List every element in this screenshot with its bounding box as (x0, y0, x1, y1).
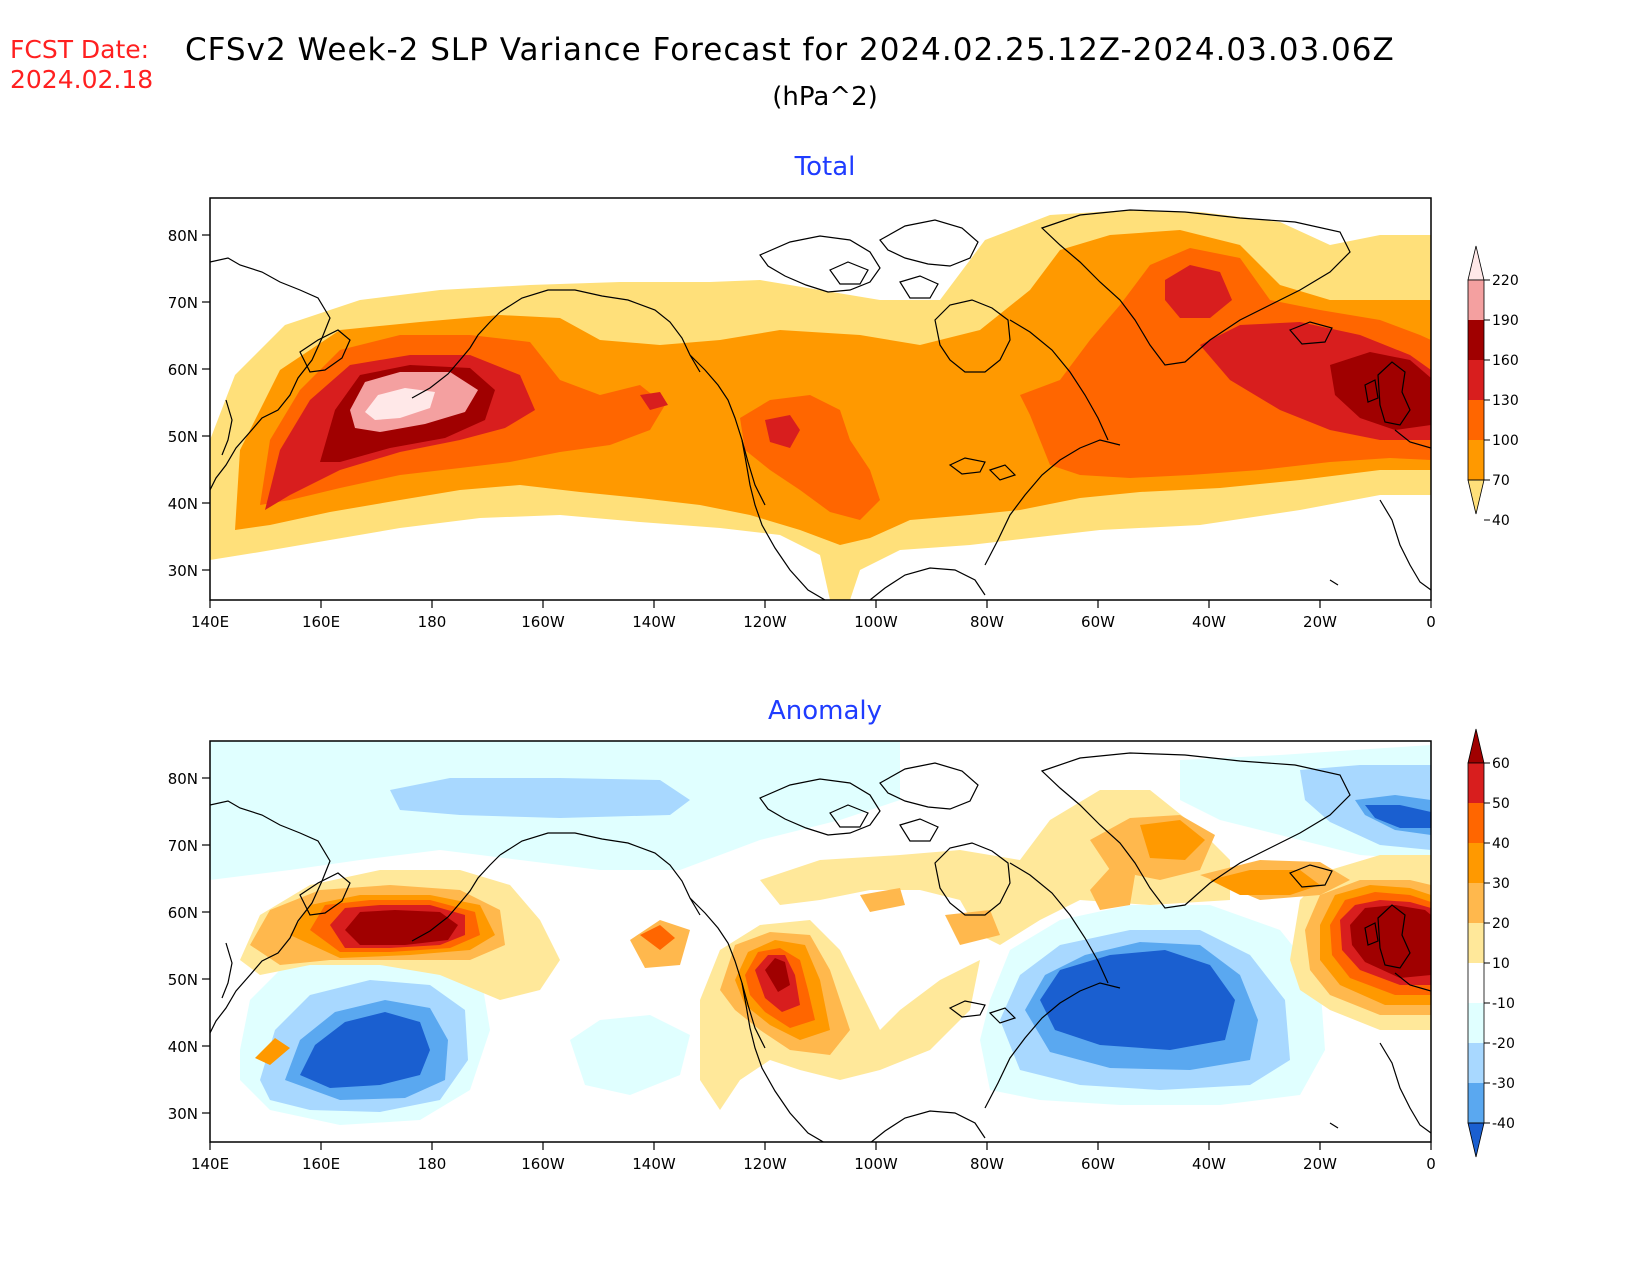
total-lon-label: 140W (632, 613, 676, 631)
total-colorbar-label: 190 (1492, 313, 1519, 329)
total-lat-label: 80N (168, 227, 198, 245)
total-lat-label: 50N (168, 428, 198, 446)
anomaly-lon-label: 0 (1426, 1155, 1436, 1173)
anomaly-colorbar-label: 20 (1492, 916, 1510, 932)
total-band-160-e (1330, 352, 1431, 430)
anomaly-lat-label: 50N (168, 971, 198, 989)
total-lon-label: 40W (1192, 613, 1226, 631)
anomaly-colorbar-label: 30 (1492, 876, 1510, 892)
anomaly-colorbar-label: -20 (1492, 1036, 1515, 1052)
main-title: CFSv2 Week-2 SLP Variance Forecast for 2… (185, 32, 1395, 68)
anomaly-colorbar-label: 60 (1492, 756, 1510, 772)
anomaly-lon-label: 140E (191, 1155, 229, 1173)
total-lon-label: 160W (521, 613, 565, 631)
total-colorbar-label: 160 (1492, 353, 1519, 369)
anomaly-colorbar-label: 40 (1492, 836, 1510, 852)
anomaly-colorbar-label: -30 (1492, 1076, 1515, 1092)
total-lon-label: 60W (1081, 613, 1115, 631)
total-lon-label: 160E (302, 613, 340, 631)
anomaly-lat-label: 70N (168, 837, 198, 855)
anom-pos60-c (765, 958, 790, 992)
anomaly-lon-label: 180 (418, 1155, 447, 1173)
anomaly-lat-label: 80N (168, 770, 198, 788)
total-lat-label: 30N (168, 562, 198, 580)
anomaly-lon-label: 160E (302, 1155, 340, 1173)
units-label: (hPa^2) (772, 82, 878, 112)
fcst-date-label: FCST Date: (10, 35, 150, 64)
anomaly-axes: 80N 70N 60N 50N 40N 30N 140E 160E 180 160W 140W 120… (168, 770, 1436, 1173)
anomaly-lon-label: 100W (854, 1155, 898, 1173)
anomaly-lon-label: 60W (1081, 1155, 1115, 1173)
anom-pos30-sw (255, 1038, 290, 1065)
total-lon-label: 20W (1303, 613, 1337, 631)
total-panel-title: Total (794, 152, 856, 182)
anomaly-lat-label: 30N (168, 1105, 198, 1123)
anomaly-lon-label: 40W (1192, 1155, 1226, 1173)
total-lon-label: 140E (191, 613, 229, 631)
anomaly-colorbar: 60 50 40 30 20 10 -10 -20 -30 -40 (1467, 728, 1515, 1158)
anomaly-lat-label: 60N (168, 904, 198, 922)
anom-pos20-can (860, 888, 905, 912)
total-colorbar-label: 220 (1492, 273, 1519, 289)
total-colorbar: 220 190 160 130 100 70 40 (1467, 245, 1519, 529)
anom-neg40-atl (1040, 950, 1235, 1050)
anom-pos30-lab (1140, 820, 1205, 860)
fcst-date-value: 2024.02.18 (10, 65, 154, 94)
anomaly-map-frame (209, 740, 1432, 1143)
anom-neg10-pac2 (570, 1015, 690, 1095)
total-band-130-greenland (1165, 265, 1232, 318)
total-lat-label: 70N (168, 294, 198, 312)
anomaly-colorbar-label: -10 (1492, 996, 1515, 1012)
total-colorbar-label: 40 (1492, 513, 1510, 529)
anomaly-lon-label: 140W (632, 1155, 676, 1173)
anomaly-lon-label: 20W (1303, 1155, 1337, 1173)
anom-pos20-lab2 (1090, 868, 1135, 910)
anomaly-lon-label: 160W (521, 1155, 565, 1173)
total-lon-label: 100W (854, 613, 898, 631)
total-band-130-gulf (640, 392, 668, 410)
total-lon-label: 0 (1426, 613, 1436, 631)
anom-pos40-gulf (640, 925, 675, 950)
anom-neg40-pac (300, 1012, 430, 1088)
total-lon-label: 180 (418, 613, 447, 631)
anom-pos60-eu (1350, 905, 1431, 978)
anomaly-colorbar-label: 50 (1492, 796, 1510, 812)
total-lon-label: 80W (970, 613, 1004, 631)
total-lat-label: 60N (168, 361, 198, 379)
anomaly-colorbar-label: -40 (1492, 1116, 1515, 1132)
total-axes: 80N 70N 60N 50N 40N 30N 140E 160E 180 160W 140W 120… (168, 227, 1436, 631)
anomaly-map (210, 741, 1431, 1142)
anom-pos20-hb (945, 910, 1000, 945)
anomaly-lon-label: 80W (970, 1155, 1004, 1173)
anom-pos60-pac (345, 910, 458, 945)
total-lat-label: 40N (168, 495, 198, 513)
total-colorbar-label: 130 (1492, 393, 1519, 409)
total-lon-label: 120W (743, 613, 787, 631)
anomaly-lat-label: 40N (168, 1038, 198, 1056)
total-colorbar-label: 100 (1492, 433, 1519, 449)
anom-neg20-n (390, 778, 690, 818)
anomaly-colorbar-label: 10 (1492, 956, 1510, 972)
anom-neg40-ne (1365, 805, 1431, 828)
total-band-130-c (765, 415, 800, 448)
anomaly-panel-title: Anomaly (767, 696, 883, 726)
anomaly-lon-label: 120W (743, 1155, 787, 1173)
total-band-220 (365, 388, 435, 420)
total-colorbar-label: 70 (1492, 473, 1510, 489)
total-map (210, 198, 1431, 600)
total-map-frame (209, 197, 1432, 601)
